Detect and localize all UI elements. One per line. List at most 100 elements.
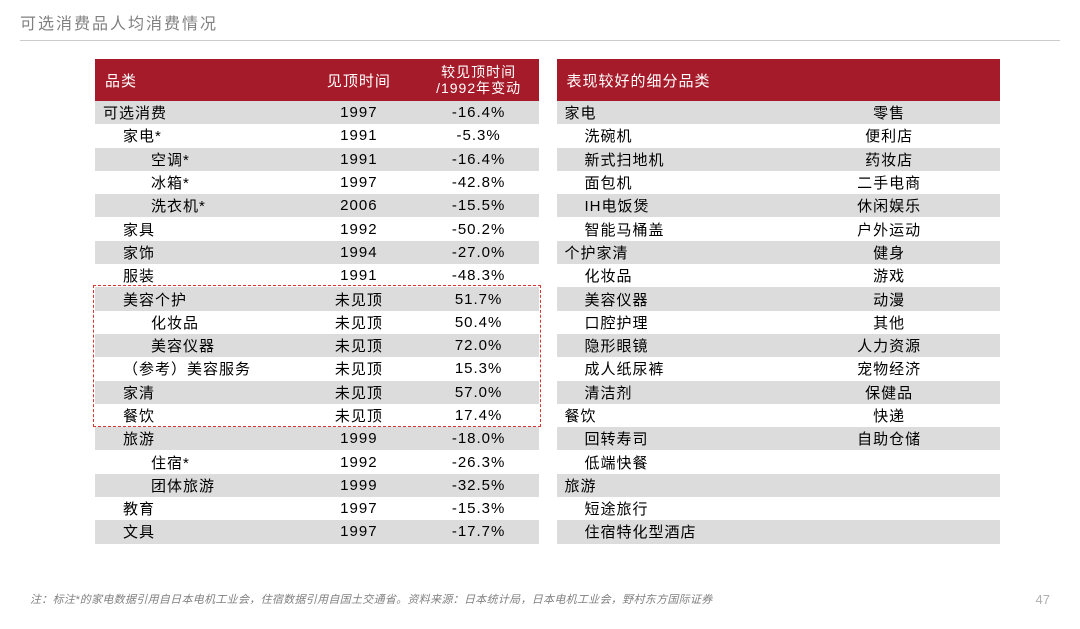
cell-category: 美容个护	[95, 289, 299, 310]
table-row: 可选消费1997-16.4%	[95, 101, 539, 124]
cell-left: 口腔护理	[557, 312, 779, 333]
right-header-text: 表现较好的细分品类	[557, 70, 711, 91]
cell-left: 短途旅行	[557, 498, 779, 519]
right-table-header: 表现较好的细分品类	[557, 59, 1001, 101]
cell-peak: 1997	[299, 174, 419, 191]
col-peak: 见顶时间	[299, 70, 419, 91]
cell-right: 户外运动	[778, 219, 1000, 240]
cell-change: 15.3%	[419, 360, 539, 377]
table-row: 旅游1999-18.0%	[95, 427, 539, 450]
cell-category: 团体旅游	[95, 475, 299, 496]
table-row: 口腔护理其他	[557, 311, 1001, 334]
table-row: 化妆品游戏	[557, 264, 1001, 287]
cell-category: 服装	[95, 265, 299, 286]
cell-left: 清洁剂	[557, 382, 779, 403]
cell-category: 化妆品	[95, 312, 299, 333]
cell-peak: 1992	[299, 454, 419, 471]
cell-category: 餐饮	[95, 405, 299, 426]
cell-peak: 未见顶	[299, 289, 419, 310]
cell-right: 便利店	[778, 125, 1000, 146]
cell-change: 51.7%	[419, 291, 539, 308]
table-row: 文具1997-17.7%	[95, 520, 539, 543]
table-row: 家电*1991-5.3%	[95, 124, 539, 147]
cell-left: 低端快餐	[557, 452, 779, 473]
cell-category: 家电*	[95, 125, 299, 146]
cell-change: -32.5%	[419, 477, 539, 494]
cell-peak: 1997	[299, 500, 419, 517]
cell-peak: 未见顶	[299, 312, 419, 333]
table-row: 化妆品未见顶50.4%	[95, 311, 539, 334]
table-row: 洗碗机便利店	[557, 124, 1001, 147]
table-row: 成人纸尿裤宠物经济	[557, 357, 1001, 380]
cell-right: 休闲娱乐	[778, 195, 1000, 216]
cell-peak: 未见顶	[299, 335, 419, 356]
cell-peak: 2006	[299, 197, 419, 214]
page-title: 可选消费品人均消费情况	[20, 10, 1060, 41]
cell-change: -18.0%	[419, 430, 539, 447]
cell-right: 自助仓储	[778, 428, 1000, 449]
cell-category: 空调*	[95, 149, 299, 170]
cell-left: 住宿特化型酒店	[557, 521, 779, 542]
cell-left: 美容仪器	[557, 289, 779, 310]
col-change-line2: /1992年变动	[419, 80, 539, 96]
table-row: 面包机二手电商	[557, 171, 1001, 194]
cell-category: 文具	[95, 521, 299, 542]
cell-change: 72.0%	[419, 337, 539, 354]
cell-change: -16.4%	[419, 104, 539, 121]
cell-change: -26.3%	[419, 454, 539, 471]
table-row: 餐饮快递	[557, 404, 1001, 427]
table-row: 家饰1994-27.0%	[95, 241, 539, 264]
cell-change: -17.7%	[419, 523, 539, 540]
cell-right: 动漫	[778, 289, 1000, 310]
left-table: 品类 见顶时间 较见顶时间 /1992年变动 可选消费1997-16.4%家电*…	[95, 59, 539, 544]
cell-category: 可选消费	[95, 102, 299, 123]
cell-peak: 1999	[299, 477, 419, 494]
col-change: 较见顶时间 /1992年变动	[419, 64, 539, 96]
table-row: 空调*1991-16.4%	[95, 148, 539, 171]
cell-peak: 1992	[299, 221, 419, 238]
table-row: 家具1992-50.2%	[95, 217, 539, 240]
cell-left: 回转寿司	[557, 428, 779, 449]
cell-peak: 1991	[299, 267, 419, 284]
table-row: 服装1991-48.3%	[95, 264, 539, 287]
cell-left: 新式扫地机	[557, 149, 779, 170]
cell-change: -16.4%	[419, 151, 539, 168]
table-row: 冰箱*1997-42.8%	[95, 171, 539, 194]
table-row: 餐饮未见顶17.4%	[95, 404, 539, 427]
cell-left: 化妆品	[557, 265, 779, 286]
cell-category: 教育	[95, 498, 299, 519]
content-area: 品类 见顶时间 较见顶时间 /1992年变动 可选消费1997-16.4%家电*…	[20, 59, 1060, 544]
col-category: 品类	[95, 70, 299, 91]
cell-category: 家具	[95, 219, 299, 240]
cell-right: 其他	[778, 312, 1000, 333]
table-row: 清洁剂保健品	[557, 381, 1001, 404]
cell-change: -48.3%	[419, 267, 539, 284]
table-row: 美容仪器未见顶72.0%	[95, 334, 539, 357]
cell-right: 零售	[778, 102, 1000, 123]
cell-category: （参考）美容服务	[95, 358, 299, 379]
table-row: 个护家清健身	[557, 241, 1001, 264]
cell-peak: 1991	[299, 151, 419, 168]
table-row: 家清未见顶57.0%	[95, 381, 539, 404]
cell-left: 洗碗机	[557, 125, 779, 146]
cell-category: 美容仪器	[95, 335, 299, 356]
table-row: （参考）美容服务未见顶15.3%	[95, 357, 539, 380]
cell-right: 健身	[778, 242, 1000, 263]
cell-left: 智能马桶盖	[557, 219, 779, 240]
cell-right: 保健品	[778, 382, 1000, 403]
table-row: 住宿特化型酒店	[557, 520, 1001, 543]
cell-right: 宠物经济	[778, 358, 1000, 379]
cell-change: 57.0%	[419, 384, 539, 401]
cell-change: -42.8%	[419, 174, 539, 191]
cell-left: 成人纸尿裤	[557, 358, 779, 379]
table-row: 旅游	[557, 474, 1001, 497]
table-row: 短途旅行	[557, 497, 1001, 520]
footer: 注：标注*的家电数据引用自日本电机工业会，住宿数据引用自国土交通省。资料来源：日…	[30, 591, 1050, 607]
table-row: 智能马桶盖户外运动	[557, 217, 1001, 240]
cell-peak: 未见顶	[299, 358, 419, 379]
cell-category: 家饰	[95, 242, 299, 263]
cell-left: 个护家清	[557, 242, 779, 263]
cell-category: 旅游	[95, 428, 299, 449]
table-row: IH电饭煲休闲娱乐	[557, 194, 1001, 217]
table-row: 回转寿司自助仓储	[557, 427, 1001, 450]
